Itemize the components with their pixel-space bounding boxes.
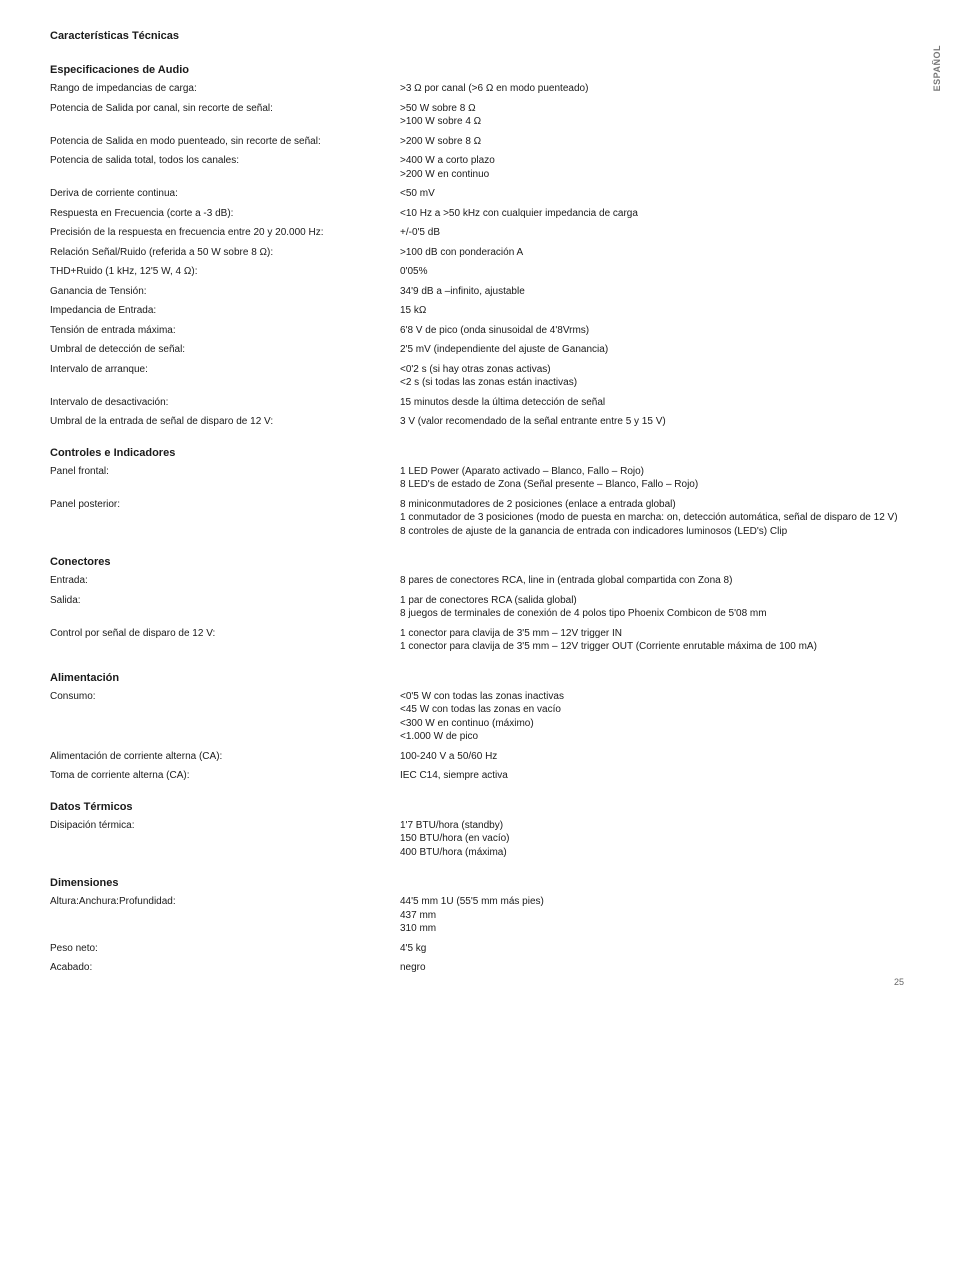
spec-value: >50 W sobre 8 Ω>100 W sobre 4 Ω	[400, 102, 904, 129]
spec-label: Intervalo de arranque:	[50, 363, 400, 390]
section-heading: Especificaciones de Audio	[50, 64, 904, 76]
spec-row: Salida:1 par de conectores RCA (salida g…	[50, 594, 904, 621]
spec-label: Ganancia de Tensión:	[50, 285, 400, 299]
spec-row: Ganancia de Tensión:34'9 dB a –infinito,…	[50, 285, 904, 299]
spec-row: Relación Señal/Ruido (referida a 50 W so…	[50, 246, 904, 260]
spec-label: Panel posterior:	[50, 498, 400, 539]
spec-row: Potencia de salida total, todos los cana…	[50, 154, 904, 181]
spec-row: Control por señal de disparo de 12 V:1 c…	[50, 627, 904, 654]
section-heading: Alimentación	[50, 672, 904, 684]
spec-value: <10 Hz a >50 kHz con cualquier impedanci…	[400, 207, 904, 221]
spec-value: 1 conector para clavija de 3'5 mm – 12V …	[400, 627, 904, 654]
spec-value: 15 kΩ	[400, 304, 904, 318]
spec-label: Potencia de Salida en modo puenteado, si…	[50, 135, 400, 149]
spec-value: 8 miniconmutadores de 2 posiciones (enla…	[400, 498, 904, 539]
spec-value: 1 LED Power (Aparato activado – Blanco, …	[400, 465, 904, 492]
spec-label: Precisión de la respuesta en frecuencia …	[50, 226, 400, 240]
spec-label: Intervalo de desactivación:	[50, 396, 400, 410]
spec-row: Impedancia de Entrada:15 kΩ	[50, 304, 904, 318]
spec-row: Potencia de Salida por canal, sin recort…	[50, 102, 904, 129]
spec-value: 8 pares de conectores RCA, line in (entr…	[400, 574, 904, 588]
section-heading: Controles e Indicadores	[50, 447, 904, 459]
spec-value: 2'5 mV (independiente del ajuste de Gana…	[400, 343, 904, 357]
spec-value: >400 W a corto plazo>200 W en continuo	[400, 154, 904, 181]
spec-row: Panel posterior:8 miniconmutadores de 2 …	[50, 498, 904, 539]
spec-value: 1'7 BTU/hora (standby)150 BTU/hora (en v…	[400, 819, 904, 860]
spec-label: Disipación térmica:	[50, 819, 400, 860]
spec-label: Tensión de entrada máxima:	[50, 324, 400, 338]
spec-label: Relación Señal/Ruido (referida a 50 W so…	[50, 246, 400, 260]
spec-row: Respuesta en Frecuencia (corte a -3 dB):…	[50, 207, 904, 221]
spec-label: THD+Ruido (1 kHz, 12'5 W, 4 Ω):	[50, 265, 400, 279]
spec-label: Potencia de Salida por canal, sin recort…	[50, 102, 400, 129]
spec-label: Control por señal de disparo de 12 V:	[50, 627, 400, 654]
spec-value: <0'5 W con todas las zonas inactivas<45 …	[400, 690, 904, 744]
page-title: Características Técnicas	[50, 30, 904, 42]
spec-value: >200 W sobre 8 Ω	[400, 135, 904, 149]
spec-row: Potencia de Salida en modo puenteado, si…	[50, 135, 904, 149]
spec-label: Altura:Anchura:Profundidad:	[50, 895, 400, 936]
spec-row: Toma de corriente alterna (CA):IEC C14, …	[50, 769, 904, 783]
spec-value: >3 Ω por canal (>6 Ω en modo puenteado)	[400, 82, 904, 96]
spec-label: Alimentación de corriente alterna (CA):	[50, 750, 400, 764]
spec-label: Deriva de corriente continua:	[50, 187, 400, 201]
spec-label: Umbral de detección de señal:	[50, 343, 400, 357]
spec-row: Panel frontal:1 LED Power (Aparato activ…	[50, 465, 904, 492]
spec-label: Panel frontal:	[50, 465, 400, 492]
section-heading: Datos Térmicos	[50, 801, 904, 813]
spec-sections: Especificaciones de Audio Rango de impeda…	[50, 64, 904, 975]
spec-label: Toma de corriente alterna (CA):	[50, 769, 400, 783]
spec-value: +/-0'5 dB	[400, 226, 904, 240]
section-heading: Conectores	[50, 556, 904, 568]
spec-row: THD+Ruido (1 kHz, 12'5 W, 4 Ω):0'05%	[50, 265, 904, 279]
spec-row: Rango de impedancias de carga:>3 Ω por c…	[50, 82, 904, 96]
spec-label: Acabado:	[50, 961, 400, 975]
spec-value: IEC C14, siempre activa	[400, 769, 904, 783]
language-side-label: ESPAÑOL	[932, 45, 942, 91]
spec-value: 44'5 mm 1U (55'5 mm más pies)437 mm310 m…	[400, 895, 904, 936]
spec-value: 1 par de conectores RCA (salida global)8…	[400, 594, 904, 621]
spec-value: 4'5 kg	[400, 942, 904, 956]
spec-row: Peso neto:4'5 kg	[50, 942, 904, 956]
page-number: 25	[894, 977, 904, 987]
spec-value: >100 dB con ponderación A	[400, 246, 904, 260]
spec-value: 6'8 V de pico (onda sinusoidal de 4'8Vrm…	[400, 324, 904, 338]
spec-row: Disipación térmica:1'7 BTU/hora (standby…	[50, 819, 904, 860]
spec-row: Intervalo de arranque:<0'2 s (si hay otr…	[50, 363, 904, 390]
spec-value: negro	[400, 961, 904, 975]
spec-label: Umbral de la entrada de señal de disparo…	[50, 415, 400, 429]
spec-value: 34'9 dB a –infinito, ajustable	[400, 285, 904, 299]
section-heading: Dimensiones	[50, 877, 904, 889]
spec-row: Consumo:<0'5 W con todas las zonas inact…	[50, 690, 904, 744]
spec-value: <50 mV	[400, 187, 904, 201]
spec-row: Entrada:8 pares de conectores RCA, line …	[50, 574, 904, 588]
spec-row: Alimentación de corriente alterna (CA):1…	[50, 750, 904, 764]
spec-value: <0'2 s (si hay otras zonas activas)<2 s …	[400, 363, 904, 390]
spec-value: 0'05%	[400, 265, 904, 279]
spec-label: Impedancia de Entrada:	[50, 304, 400, 318]
spec-row: Tensión de entrada máxima:6'8 V de pico …	[50, 324, 904, 338]
spec-label: Rango de impedancias de carga:	[50, 82, 400, 96]
spec-label: Potencia de salida total, todos los cana…	[50, 154, 400, 181]
spec-label: Peso neto:	[50, 942, 400, 956]
spec-value: 15 minutos desde la última detección de …	[400, 396, 904, 410]
spec-row: Deriva de corriente continua:<50 mV	[50, 187, 904, 201]
spec-row: Umbral de la entrada de señal de disparo…	[50, 415, 904, 429]
spec-row: Altura:Anchura:Profundidad:44'5 mm 1U (5…	[50, 895, 904, 936]
spec-label: Respuesta en Frecuencia (corte a -3 dB):	[50, 207, 400, 221]
spec-value: 3 V (valor recomendado de la señal entra…	[400, 415, 904, 429]
spec-label: Salida:	[50, 594, 400, 621]
spec-row: Intervalo de desactivación:15 minutos de…	[50, 396, 904, 410]
spec-row: Umbral de detección de señal:2'5 mV (ind…	[50, 343, 904, 357]
spec-row: Acabado:negro	[50, 961, 904, 975]
spec-value: 100-240 V a 50/60 Hz	[400, 750, 904, 764]
spec-label: Entrada:	[50, 574, 400, 588]
spec-label: Consumo:	[50, 690, 400, 744]
spec-row: Precisión de la respuesta en frecuencia …	[50, 226, 904, 240]
